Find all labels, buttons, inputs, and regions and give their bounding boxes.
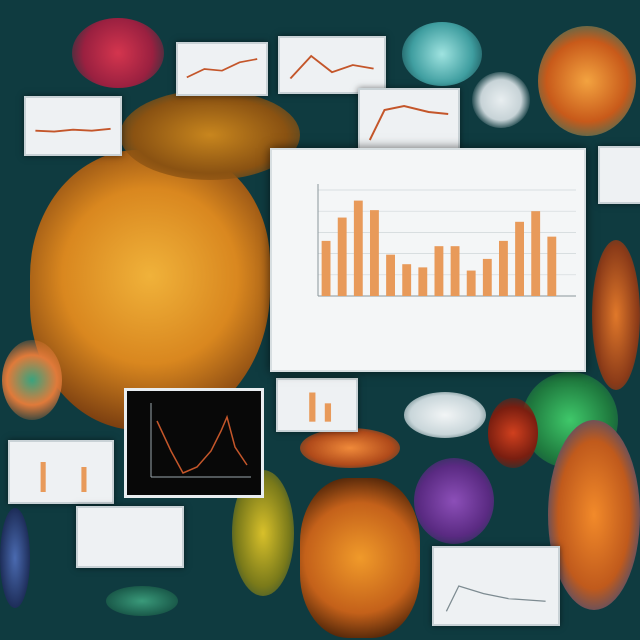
mini-chart-card <box>276 378 358 432</box>
main-bar-chart <box>270 148 586 372</box>
mini-chart-card <box>432 546 560 626</box>
mini-curve <box>368 104 449 141</box>
white-disc <box>404 392 486 438</box>
mini-chart-card <box>598 146 640 204</box>
bar <box>482 258 492 296</box>
bar <box>418 267 428 296</box>
mini-chart-card <box>278 36 386 94</box>
bar <box>515 221 524 296</box>
bar <box>337 217 347 296</box>
bar <box>434 246 444 296</box>
bar <box>499 240 508 296</box>
dark-line-plot <box>150 403 251 478</box>
dark-line-chart <box>124 388 264 498</box>
mini-curve <box>40 462 87 492</box>
mini-curve <box>289 54 374 80</box>
bar <box>353 200 363 296</box>
mini-curve <box>35 127 111 133</box>
green-disc-bottom <box>106 586 178 616</box>
brain-coral-bottom <box>300 478 420 638</box>
mini-chart-card <box>358 88 460 152</box>
mini-chart-card <box>8 440 114 504</box>
bar <box>531 211 541 296</box>
coral-right-mid <box>592 240 640 390</box>
bar <box>370 210 379 296</box>
bar <box>450 246 460 296</box>
jelly-top <box>402 22 482 86</box>
coral-top-left <box>72 18 164 88</box>
mini-chart-card <box>24 96 122 156</box>
white-glyph <box>472 72 530 128</box>
mini-curve <box>309 392 332 422</box>
bar <box>547 236 557 296</box>
purple-coral <box>414 458 494 544</box>
shell-left <box>2 340 62 420</box>
mini-curve <box>445 585 546 612</box>
blue-shell-bottom-left <box>0 508 30 608</box>
shell-top-right <box>538 26 636 136</box>
bar <box>466 270 476 296</box>
bar <box>386 254 395 296</box>
mini-curve <box>186 58 258 79</box>
mini-chart-card <box>76 506 184 568</box>
coral-mass-large <box>30 150 270 430</box>
red-urchin <box>488 398 538 468</box>
coral-bottom-right <box>548 420 640 610</box>
bar <box>321 240 331 296</box>
orange-slug <box>300 428 400 468</box>
bar-plot <box>317 184 576 297</box>
mini-chart-card <box>176 42 268 96</box>
bar <box>402 264 412 296</box>
